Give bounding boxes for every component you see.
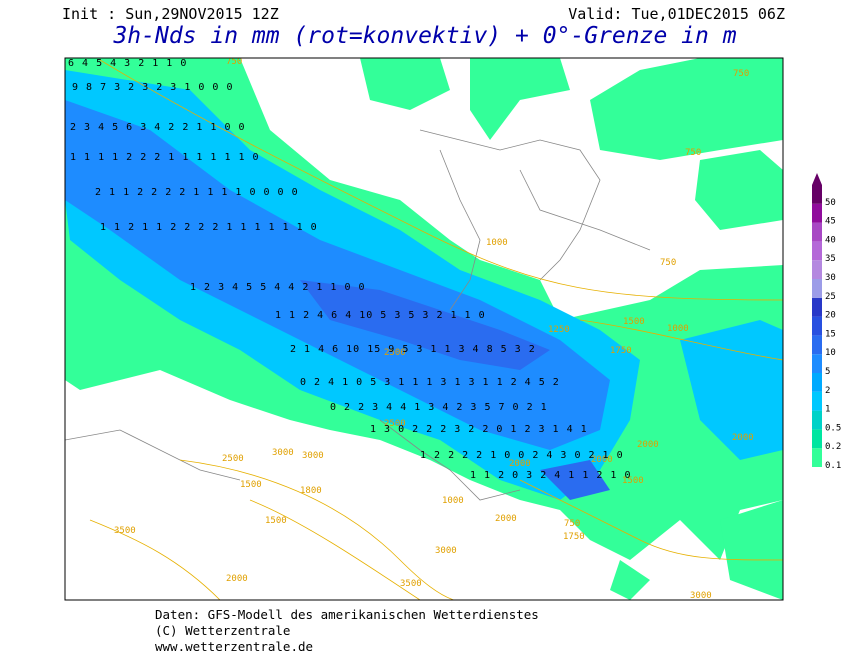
map-area: 750 750 750 750 1000 1250 1500 1000 1750 2500 2500… (65, 57, 783, 601)
colorbar-swatch (812, 316, 822, 336)
colorbar-swatch (812, 297, 822, 317)
contour-label: 3000 (690, 591, 712, 601)
precip-value-row: 1 2 3 4 5 5 4 4 2 1 1 0 0 (190, 282, 366, 293)
colorbar-label: 35 (825, 254, 836, 264)
contour-label: 2000 (732, 433, 754, 443)
contour-label: 750 (733, 69, 749, 79)
contour-label: 1750 (563, 532, 585, 542)
colorbar-arrow (812, 173, 822, 185)
contour-label: 2000 (495, 514, 517, 524)
contour-label: 2500 (384, 348, 406, 358)
contour-label: 2500 (222, 454, 244, 464)
precip-value-row: 1 3 0 2 2 2 3 2 2 0 1 2 3 1 4 1 (370, 424, 588, 435)
precip-field (65, 58, 783, 600)
colorbar-swatch (812, 354, 822, 373)
colorbar-label: 40 (825, 235, 836, 245)
contour-label: 750 (226, 57, 242, 67)
contour-label: 1000 (442, 496, 464, 506)
contour-label: 3500 (114, 526, 136, 536)
contour-label: 1500 (240, 480, 262, 490)
colorbar-label: 0.2 (825, 442, 841, 452)
colorbar-label: 25 (825, 292, 836, 302)
contour-label: 1000 (667, 324, 689, 334)
contour-label: 2000 (226, 574, 248, 584)
colorbar-label: 45 (825, 217, 836, 227)
precip-value-row: 1 1 2 1 1 2 2 2 2 1 1 1 1 1 1 0 (100, 222, 318, 233)
colorbar-swatch (812, 241, 822, 261)
colorbar-swatch (812, 203, 822, 223)
colorbar-swatch (812, 448, 822, 467)
colorbar-label: 30 (825, 273, 836, 283)
colorbar-swatch (812, 279, 822, 298)
precip-value-row: 6 4 5 4 3 2 1 1 0 (68, 58, 187, 69)
colorbar-label: 15 (825, 329, 836, 339)
map-title: 3h-Nds in mm (rot=konvektiv) + 0°-Grenze… (112, 23, 736, 49)
contour-label: 2000 (509, 459, 531, 469)
precip-value-row: 2 3 4 5 6 3 4 2 2 1 1 0 0 (70, 122, 246, 133)
colorbar-swatch (812, 335, 822, 355)
colorbar-label: 20 (825, 311, 836, 321)
contour-label: 3000 (272, 448, 294, 458)
contour-label: 2000 (637, 440, 659, 450)
colorbar-swatch (812, 391, 822, 411)
colorbar-swatch (812, 260, 822, 279)
contour-label: 1500 (622, 476, 644, 486)
valid-time: Valid: Tue,01DEC2015 06Z (568, 5, 785, 23)
precip-value-row: 9 8 7 3 2 3 2 3 1 0 0 0 (72, 82, 233, 93)
colorbar-swatch (812, 185, 822, 204)
contour-label: 3000 (302, 451, 324, 461)
contour-label: 3500 (400, 579, 422, 589)
contour-label: 1250 (548, 325, 570, 335)
contour-label: 1500 (265, 516, 287, 526)
colorbar-swatch (812, 222, 822, 242)
colorbar-label: 50 (825, 198, 836, 208)
contour-label: 750 (564, 519, 580, 529)
precip-value-row: 1 1 2 0 3 2 4 1 1 2 1 0 (470, 470, 631, 481)
init-time: Init : Sun,29NOV2015 12Z (62, 5, 279, 23)
colorbar-label: 1 (825, 405, 830, 415)
footer-copyright: (C) Wetterzentrale (155, 623, 290, 638)
colorbar-label: 0.5 (825, 423, 841, 433)
map-frame (64, 57, 784, 601)
precip-value-row: 0 2 4 1 0 5 3 1 1 1 3 1 3 1 1 2 4 5 2 (300, 377, 560, 388)
colorbar-label: 5 (825, 367, 830, 377)
coastlines (65, 129, 651, 501)
precip-value-row: 1 1 2 4 6 4 10 5 3 5 3 2 1 1 0 (275, 310, 486, 321)
footer-source: Daten: GFS-Modell des amerikanischen Wet… (155, 607, 539, 622)
colorbar-swatch (812, 410, 822, 430)
contour-label: 2000 (591, 455, 613, 465)
colorbar-swatch (812, 373, 822, 392)
precip-value-row: 1 2 2 2 2 1 0 0 2 4 3 0 2 1 0 (420, 450, 624, 461)
freezing-level-contours (89, 59, 783, 600)
contour-label: 750 (660, 258, 676, 268)
contour-label: 1800 (300, 486, 322, 496)
footer-url: www.wetterzentrale.de (155, 639, 313, 654)
contour-label: 2500 (384, 419, 406, 429)
precip-value-row: 2 1 1 2 2 2 2 1 1 1 1 0 0 0 0 (95, 187, 299, 198)
contour-label: 1000 (486, 238, 508, 248)
colorbar-label: 2 (825, 386, 830, 396)
contour-label: 750 (685, 148, 701, 158)
colorbar-label: 10 (825, 348, 836, 358)
colorbar-swatch (812, 429, 822, 449)
contour-label: 3000 (435, 546, 457, 556)
precip-value-row: 0 2 2 3 4 4 1 3 4 2 3 5 7 0 2 1 (330, 402, 548, 413)
contour-label: 1750 (610, 346, 632, 356)
precip-value-row: 1 1 1 1 2 2 2 1 1 1 1 1 1 0 (70, 152, 260, 163)
colorbar-label: 0.1 (825, 461, 841, 471)
precip-value-row: 2 1 4 6 10 15 9 5 3 1 1 3 4 8 5 3 2 (290, 344, 536, 355)
contour-label: 1500 (623, 317, 645, 327)
